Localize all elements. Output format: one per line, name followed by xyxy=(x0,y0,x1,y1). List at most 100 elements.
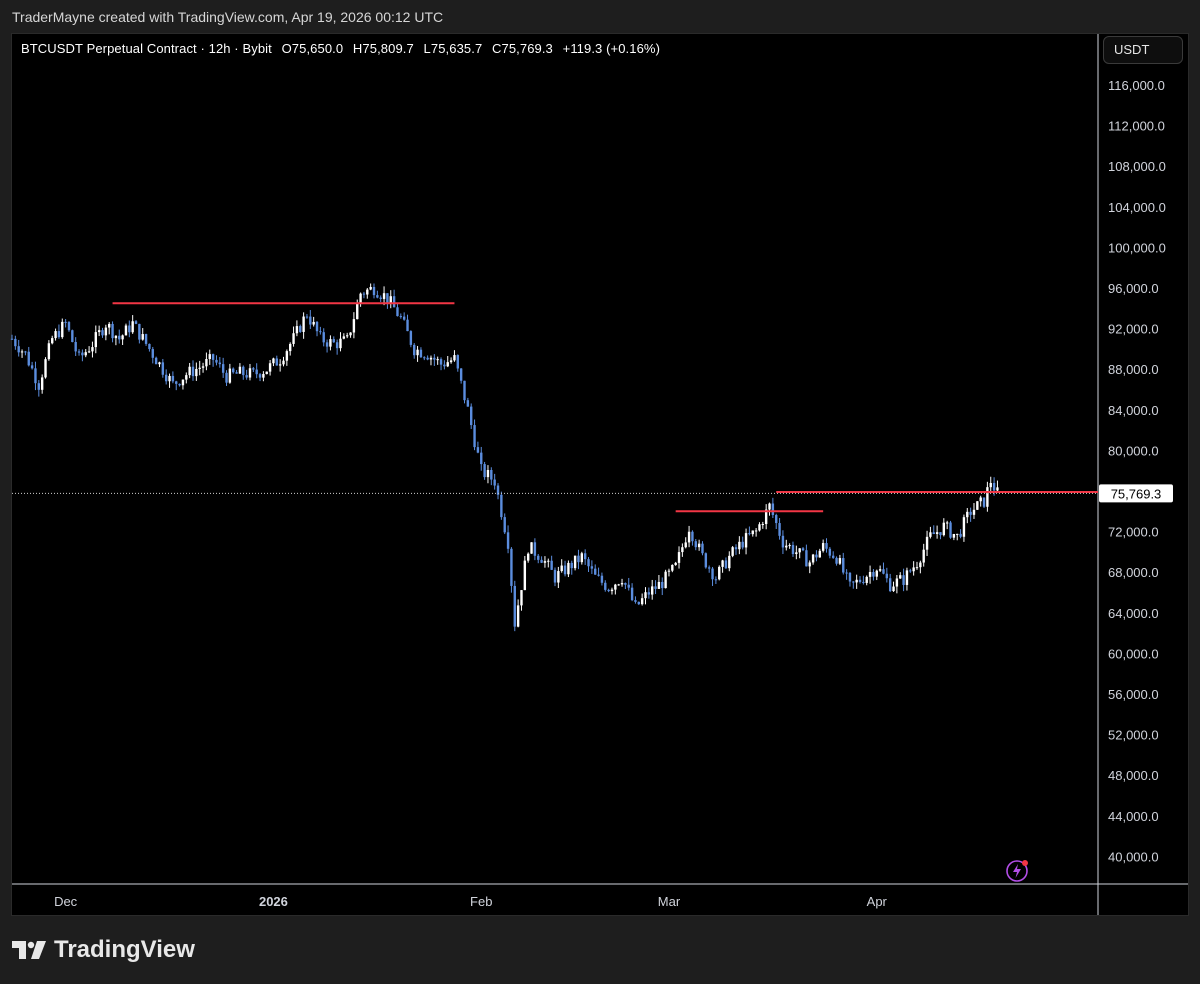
candle-body xyxy=(359,293,362,304)
candle-body xyxy=(158,362,161,365)
candle-body xyxy=(651,586,654,595)
candle-body xyxy=(707,567,711,569)
candle-body xyxy=(164,374,168,382)
candle-body xyxy=(607,589,610,592)
currency-selector[interactable]: USDT xyxy=(1103,36,1183,64)
candle-body xyxy=(872,572,875,577)
y-tick-label: 68,000.0 xyxy=(1108,565,1159,580)
y-tick-label: 80,000.0 xyxy=(1108,443,1159,458)
candle-body xyxy=(798,548,801,553)
candle-body xyxy=(962,517,966,537)
candle-body xyxy=(754,530,758,532)
candle-body xyxy=(409,331,413,345)
candle-body xyxy=(959,533,962,537)
candle-body xyxy=(932,532,935,535)
candle-body xyxy=(915,567,919,569)
candle-body xyxy=(892,586,895,592)
y-tick-label: 64,000.0 xyxy=(1108,606,1159,621)
candle-body xyxy=(905,570,909,585)
candle-body xyxy=(644,592,647,599)
candle-body xyxy=(764,509,768,525)
candle-body xyxy=(124,325,128,336)
candle-body xyxy=(838,558,842,564)
candle-body xyxy=(188,366,191,376)
chart-panel[interactable] xyxy=(11,33,1189,916)
candle-body xyxy=(758,524,761,531)
candle-body xyxy=(714,579,718,581)
candle-body xyxy=(87,351,91,353)
candle-body xyxy=(728,555,731,569)
y-tick-label: 96,000.0 xyxy=(1108,281,1159,296)
candle-body xyxy=(121,335,124,340)
candle-body xyxy=(855,579,858,583)
candle-body xyxy=(362,293,366,295)
x-tick-label: Dec xyxy=(54,894,78,909)
candle-body xyxy=(225,372,228,383)
x-tick-label: 2026 xyxy=(259,894,288,909)
alerts-lightning-icon[interactable] xyxy=(1005,858,1029,882)
candle-body xyxy=(101,330,104,336)
candle-body xyxy=(161,362,165,375)
candle-body xyxy=(386,293,389,303)
y-tick-label: 108,000.0 xyxy=(1108,159,1166,174)
candle-body xyxy=(647,592,651,595)
y-tick-label: 60,000.0 xyxy=(1108,646,1159,661)
candle-body xyxy=(734,547,738,550)
candle-body xyxy=(81,352,84,356)
candle-body xyxy=(74,341,77,352)
candle-body xyxy=(352,319,356,333)
candle-body xyxy=(818,550,821,558)
candle-body xyxy=(748,533,751,535)
candle-body xyxy=(945,522,949,524)
candle-body xyxy=(979,497,982,502)
candle-body xyxy=(459,368,463,381)
candle-body xyxy=(339,338,342,349)
candle-body xyxy=(208,354,211,360)
candle-body xyxy=(600,575,604,583)
candle-body xyxy=(232,368,235,373)
candle-body xyxy=(731,547,734,556)
candle-body xyxy=(205,359,208,367)
candle-body xyxy=(20,351,24,353)
candle-body xyxy=(342,336,346,339)
candle-body xyxy=(919,562,922,568)
candle-body xyxy=(144,334,148,344)
candle-body xyxy=(436,359,439,361)
candle-body xyxy=(332,339,335,343)
candle-body xyxy=(697,543,701,548)
candle-body xyxy=(624,583,627,585)
candle-body xyxy=(835,557,838,564)
candle-body xyxy=(942,522,946,536)
last-price-label-bg xyxy=(1099,484,1173,503)
candle-body xyxy=(912,567,915,572)
tradingview-logo-icon xyxy=(12,941,46,959)
legend-high: H75,809.7 xyxy=(352,41,414,56)
candle-body xyxy=(476,447,480,453)
candle-body xyxy=(718,566,721,580)
candle-body xyxy=(446,362,449,367)
candle-body xyxy=(976,501,979,510)
candle-body xyxy=(252,368,255,370)
candle-body xyxy=(51,338,54,344)
candle-body xyxy=(523,560,527,591)
candle-body xyxy=(617,584,620,586)
candle-body xyxy=(614,584,617,590)
candle-body xyxy=(986,487,989,507)
candle-body xyxy=(268,363,272,372)
candle-body xyxy=(862,581,865,583)
candle-body xyxy=(543,561,547,563)
candle-body xyxy=(242,366,245,376)
candle-body xyxy=(275,358,278,366)
candle-body xyxy=(845,572,848,574)
y-tick-label: 84,000.0 xyxy=(1108,403,1159,418)
candle-body xyxy=(661,581,664,589)
candle-body xyxy=(674,562,677,565)
candle-body xyxy=(325,342,329,347)
candle-body xyxy=(664,571,667,589)
candle-body xyxy=(433,357,436,360)
candle-body xyxy=(681,547,684,553)
legend-symbol: BTCUSDT Perpetual Contract · 12h · Bybit xyxy=(21,41,272,56)
y-tick-label: 72,000.0 xyxy=(1108,525,1159,540)
candle-body xyxy=(282,360,285,365)
